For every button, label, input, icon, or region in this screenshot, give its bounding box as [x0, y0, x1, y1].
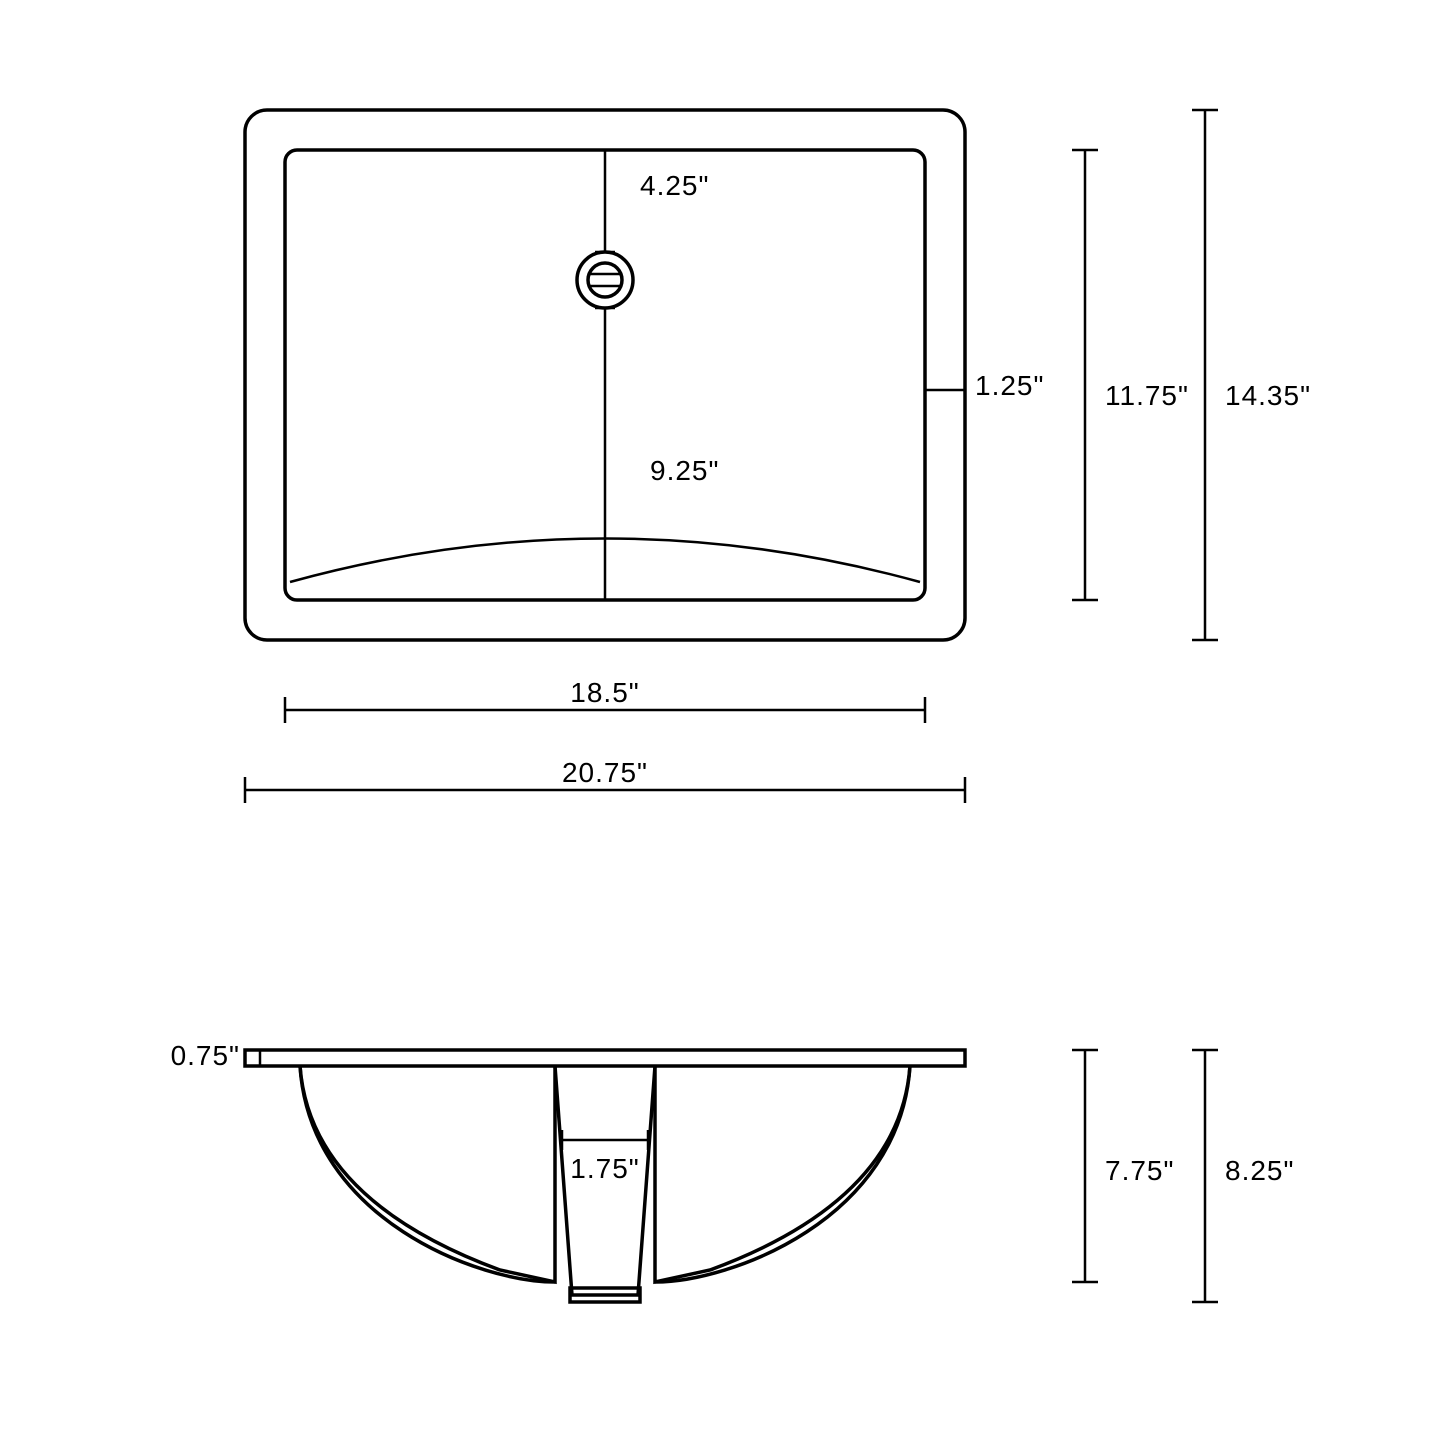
- dim-label-20-75: 20.75": [562, 757, 648, 788]
- drain-outer-circle: [577, 252, 633, 308]
- dim-label-7-75: 7.75": [1105, 1155, 1174, 1186]
- drain-inner-circle: [588, 263, 622, 297]
- dim-label-8-25: 8.25": [1225, 1155, 1294, 1186]
- dim-label-4-25: 4.25": [640, 170, 709, 201]
- dim-line-rim-gap: [925, 380, 965, 400]
- dim-line-14-35: [1192, 110, 1218, 640]
- dim-line-11-75: [1072, 150, 1098, 600]
- dim-label-1-25: 1.25": [975, 370, 1044, 401]
- dim-line-0-75: [250, 1050, 270, 1066]
- dim-line-7-75: [1072, 1050, 1098, 1282]
- dim-line-drain-bottom: [595, 308, 615, 600]
- dim-label-1-75: 1.75": [570, 1153, 639, 1184]
- dim-line-drain-top: [595, 150, 615, 252]
- dim-line-8-25: [1192, 1050, 1218, 1302]
- dim-label-11-75: 11.75": [1105, 380, 1189, 411]
- dim-label-9-25: 9.25": [650, 455, 719, 486]
- dim-label-14-35: 14.35": [1225, 380, 1311, 411]
- dim-label-18-5: 18.5": [570, 677, 639, 708]
- dim-line-1-75: [562, 1130, 648, 1150]
- dim-label-0-75: 0.75": [171, 1040, 240, 1071]
- sideview-rim: [245, 1050, 965, 1066]
